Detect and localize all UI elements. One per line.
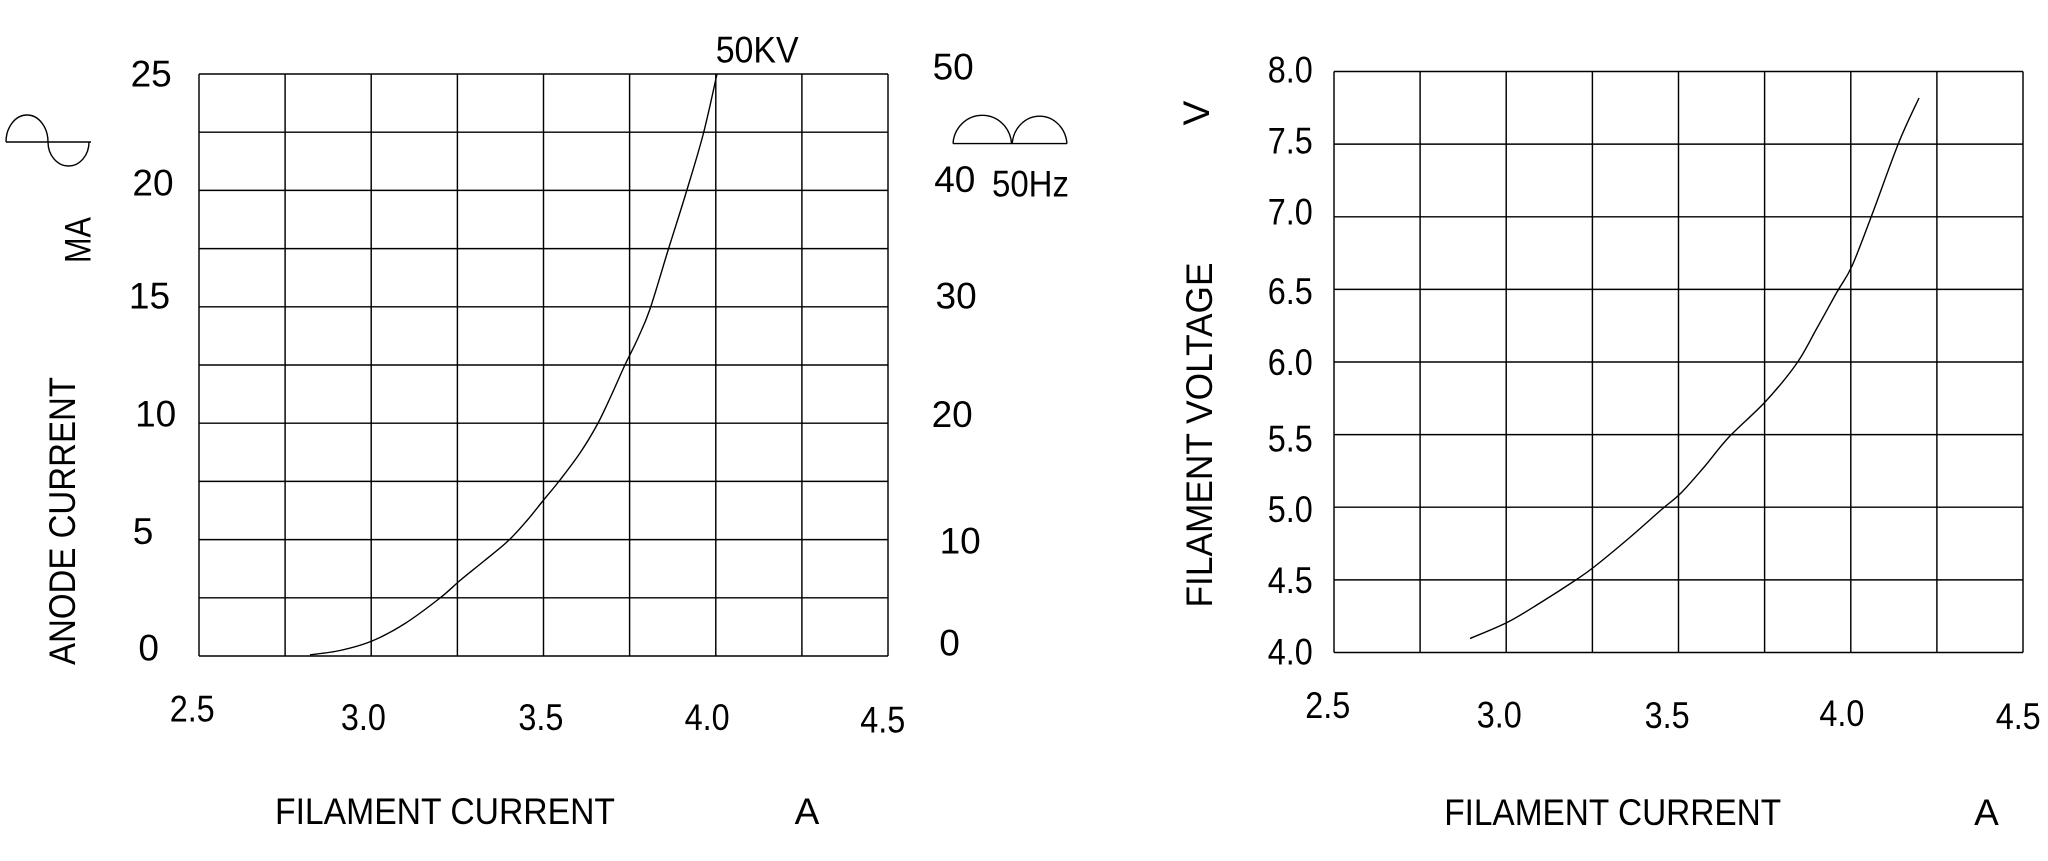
svg-text:6.5: 6.5 [1268,271,1313,312]
svg-text:6.0: 6.0 [1268,342,1313,383]
svg-text:50: 50 [933,46,974,87]
svg-text:50KV: 50KV [716,29,799,70]
svg-text:4.5: 4.5 [1996,696,2041,737]
svg-text:40: 40 [934,159,975,200]
svg-text:0: 0 [138,627,159,668]
svg-text:A: A [795,791,820,832]
svg-text:2.5: 2.5 [170,688,215,729]
svg-text:ANODE CURRENT: ANODE CURRENT [42,377,83,665]
svg-text:8.0: 8.0 [1268,50,1313,91]
svg-text:30: 30 [936,276,977,317]
svg-text:FILAMENT VOLTAGE: FILAMENT VOLTAGE [1179,263,1220,608]
svg-text:0: 0 [939,623,960,664]
svg-text:50Hz: 50Hz [992,163,1069,204]
svg-text:3.0: 3.0 [341,697,386,738]
svg-text:5.0: 5.0 [1268,489,1313,530]
svg-text:4.0: 4.0 [685,697,730,738]
svg-text:A: A [1974,792,1999,833]
svg-text:10: 10 [135,394,176,435]
svg-text:FILAMENT CURRENT: FILAMENT CURRENT [275,791,615,832]
svg-text:3.0: 3.0 [1477,695,1522,736]
svg-text:7.0: 7.0 [1268,192,1313,233]
svg-text:2.5: 2.5 [1305,685,1350,726]
svg-text:FILAMENT CURRENT: FILAMENT CURRENT [1444,792,1781,833]
svg-text:4.0: 4.0 [1819,693,1864,734]
svg-text:3.5: 3.5 [1645,695,1690,736]
svg-text:4.0: 4.0 [1268,631,1313,672]
svg-text:15: 15 [129,275,170,316]
svg-text:25: 25 [131,54,172,95]
svg-text:MA: MA [57,217,98,263]
svg-text:4.5: 4.5 [1268,560,1313,601]
svg-text:20: 20 [132,162,173,203]
svg-text:4.5: 4.5 [860,700,905,741]
svg-text:V: V [1176,100,1217,125]
svg-text:5: 5 [133,511,154,552]
svg-text:20: 20 [932,394,973,435]
svg-text:10: 10 [940,521,981,562]
svg-text:5.5: 5.5 [1268,419,1313,460]
svg-text:7.5: 7.5 [1268,120,1313,161]
svg-text:3.5: 3.5 [518,697,563,738]
